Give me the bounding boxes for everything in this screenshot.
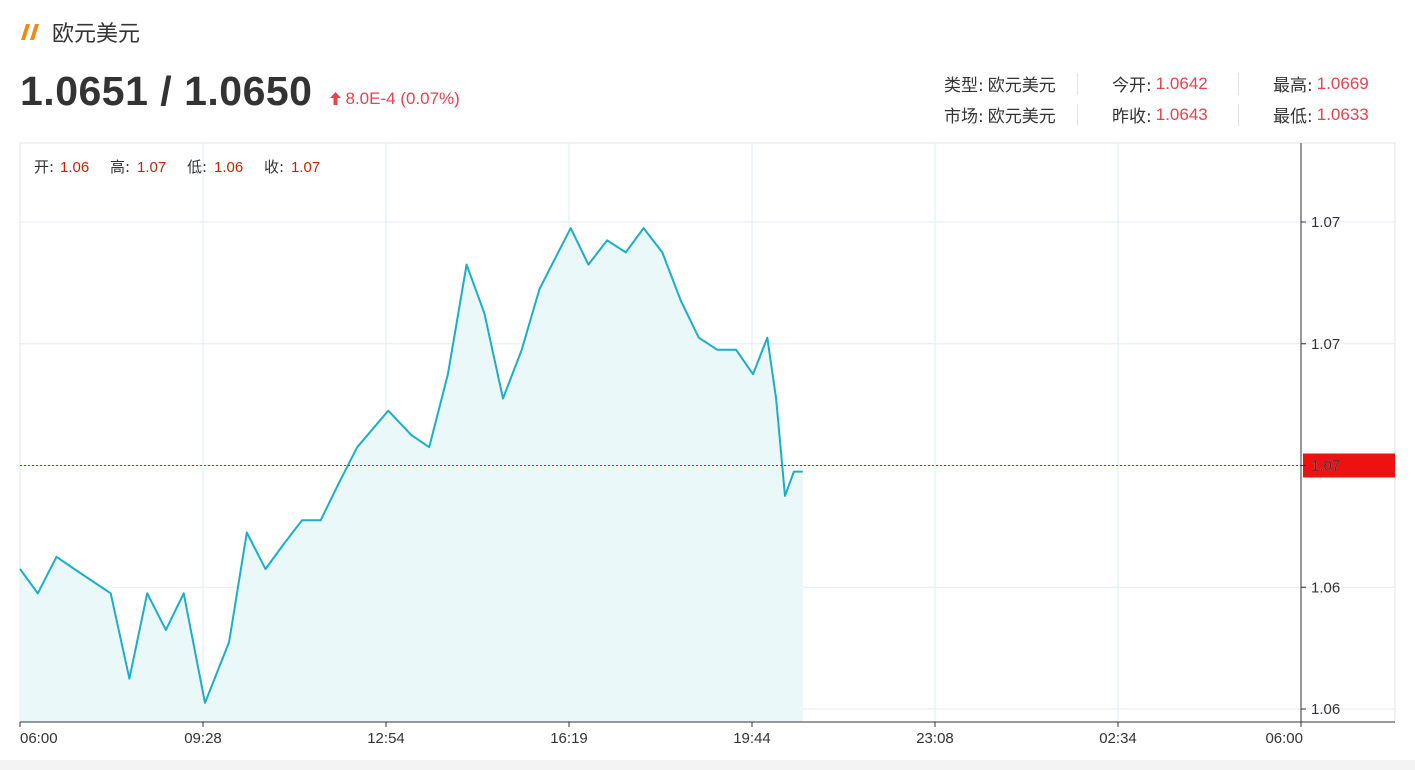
ohlc-low-value: 1.06 [214,159,243,176]
prev-close-cell: 昨收: 1.0643 [1078,102,1238,128]
open-cell: 今开: 1.0642 [1078,71,1238,97]
price-change: 8.0E-4 (0.07%) [330,88,460,109]
current-price-marker [1303,453,1395,478]
current-price-label: 1.07 [1311,458,1340,475]
low-label: 最低: [1273,107,1313,127]
ohlc-open-label: 开: [34,158,54,176]
bottom-scroll-strip [0,760,1415,770]
open-value: 1.0642 [1155,73,1208,93]
quote-info-panel: 类型: 欧元美元 今开: 1.0642 最高: 1.0669 市场: 欧元美元 … [944,68,1395,130]
price-area-fill [20,228,803,722]
x-tick-label: 06:00 [1265,730,1303,747]
market-value: 欧元美元 [987,107,1056,127]
type-label: 类型: [944,76,984,96]
high-cell: 最高: 1.0669 [1239,71,1395,97]
y-axis-ticks: 1.07 1.07 1.07 1.06 1.06 [1301,214,1340,718]
price-line[interactable] [19,227,803,704]
open-label: 今开: [1112,76,1152,96]
x-tick-label: 06:00 [20,730,58,747]
y-tick-label: 1.07 [1311,458,1340,475]
market-label: 市场: [944,107,984,127]
ohlc-open-value: 1.06 [60,159,89,176]
low-value: 1.0633 [1316,104,1369,124]
ohlc-high-value: 1.07 [137,159,166,176]
info-divider [1238,72,1239,95]
info-row-2: 市场: 欧元美元 昨收: 1.0643 最低: 1.0633 [944,99,1395,130]
x-tick-label: 12:54 [367,730,405,747]
high-value: 1.0669 [1316,73,1369,93]
type-value: 欧元美元 [987,76,1056,96]
x-tick-label: 23:08 [916,730,954,747]
x-tick-label: 19:44 [733,730,771,747]
ohlc-close-value: 1.07 [291,159,320,176]
x-tick-label: 02:34 [1099,730,1137,747]
info-divider [1077,103,1078,126]
info-divider [1238,103,1239,126]
x-axis-ticks: 06:00 09:28 12:54 16:19 19:44 23:08 02:34 06:00 [19,722,1303,747]
y-tick-label: 1.07 [1311,214,1340,231]
ohlc-high-label: 高: [110,158,130,176]
bid-ask-price: 1.0651 / 1.0650 [20,68,313,114]
high-label: 最高: [1273,76,1313,96]
price-row: 1.0651 / 1.0650 8.0E-4 (0.07%) [20,68,460,115]
market-cell: 市场: 欧元美元 [944,102,1077,127]
change-value: 8.0E-4 (0.07%) [345,88,460,108]
prev-close-label: 昨收: [1112,107,1152,127]
title-bar: 欧元美元 [20,14,140,50]
low-cell: 最低: 1.0633 [1239,102,1395,128]
info-row-1: 类型: 欧元美元 今开: 1.0642 最高: 1.0669 [944,68,1395,99]
page-title: 欧元美元 [52,22,141,47]
y-tick-label: 1.06 [1311,579,1340,596]
ohlc-legend: 开: 1.06 高: 1.07 低: 1.06 收: 1.07 [34,158,320,176]
slash-logo-icon [21,24,39,40]
x-tick-label: 16:19 [550,730,588,747]
ohlc-low-label: 低: [187,158,207,176]
y-tick-label: 1.06 [1311,701,1340,718]
type-cell: 类型: 欧元美元 [944,71,1077,96]
ohlc-close-label: 收: [264,158,284,176]
y-tick-label: 1.07 [1311,336,1340,353]
arrow-up-icon [330,92,342,105]
x-tick-label: 09:28 [184,730,222,747]
prev-close-value: 1.0643 [1155,104,1208,124]
info-divider [1077,72,1078,95]
